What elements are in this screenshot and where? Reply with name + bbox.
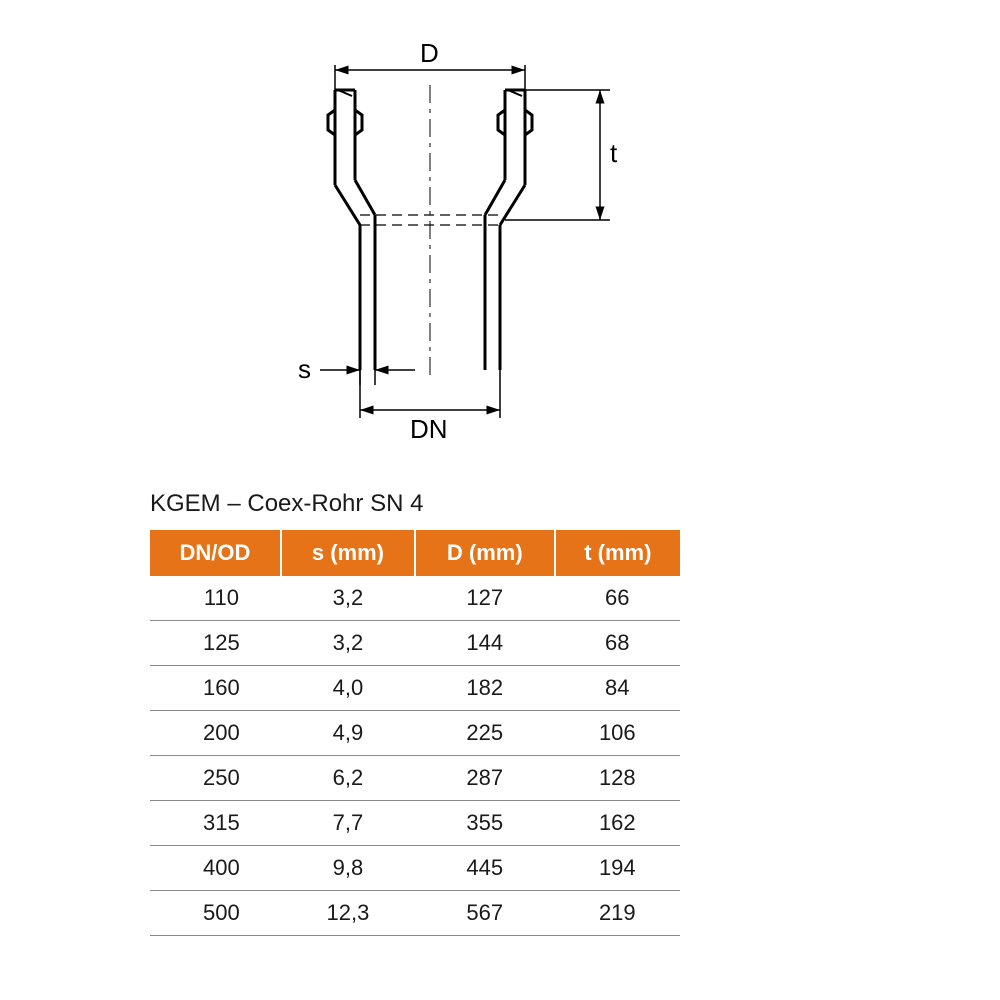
table-cell: 127: [415, 576, 555, 621]
table-cell: 250: [150, 756, 281, 801]
table-row: 4009,8445194: [150, 846, 680, 891]
table-cell: 194: [555, 846, 680, 891]
table-cell: 315: [150, 801, 281, 846]
pipe-svg: D: [220, 40, 740, 440]
col-header: t (mm): [555, 530, 680, 576]
table-cell: 3,2: [281, 576, 415, 621]
table-row: 1604,018284: [150, 666, 680, 711]
table-cell: 128: [555, 756, 680, 801]
label-D: D: [420, 40, 439, 68]
table-cell: 225: [415, 711, 555, 756]
table-row: 2004,9225106: [150, 711, 680, 756]
table-row: 1253,214468: [150, 621, 680, 666]
table-cell: 287: [415, 756, 555, 801]
table-cell: 567: [415, 891, 555, 936]
table-cell: 12,3: [281, 891, 415, 936]
table-cell: 106: [555, 711, 680, 756]
col-header: D (mm): [415, 530, 555, 576]
table-cell: 445: [415, 846, 555, 891]
table-cell: 355: [415, 801, 555, 846]
table-cell: 6,2: [281, 756, 415, 801]
label-t: t: [610, 138, 618, 168]
table-cell: 125: [150, 621, 281, 666]
table-cell: 182: [415, 666, 555, 711]
col-header: DN/OD: [150, 530, 281, 576]
table-cell: 500: [150, 891, 281, 936]
table-cell: 4,0: [281, 666, 415, 711]
spec-table: DN/OD s (mm) D (mm) t (mm) 1103,21276612…: [150, 530, 680, 936]
pipe-diagram: D: [220, 40, 740, 440]
table-header-row: DN/OD s (mm) D (mm) t (mm): [150, 530, 680, 576]
table-cell: 219: [555, 891, 680, 936]
label-DN: DN: [410, 414, 448, 440]
table-row: 50012,3567219: [150, 891, 680, 936]
table-row: 3157,7355162: [150, 801, 680, 846]
table-cell: 110: [150, 576, 281, 621]
table-cell: 200: [150, 711, 281, 756]
table-cell: 68: [555, 621, 680, 666]
col-header: s (mm): [281, 530, 415, 576]
table-cell: 66: [555, 576, 680, 621]
table-cell: 144: [415, 621, 555, 666]
table-cell: 3,2: [281, 621, 415, 666]
table-cell: 4,9: [281, 711, 415, 756]
table-title: KGEM – Coex-Rohr SN 4: [150, 490, 423, 518]
table-row: 1103,212766: [150, 576, 680, 621]
table-cell: 160: [150, 666, 281, 711]
table-cell: 9,8: [281, 846, 415, 891]
table-cell: 84: [555, 666, 680, 711]
table-cell: 162: [555, 801, 680, 846]
table-cell: 7,7: [281, 801, 415, 846]
table-row: 2506,2287128: [150, 756, 680, 801]
label-s: s: [298, 354, 311, 384]
table-cell: 400: [150, 846, 281, 891]
